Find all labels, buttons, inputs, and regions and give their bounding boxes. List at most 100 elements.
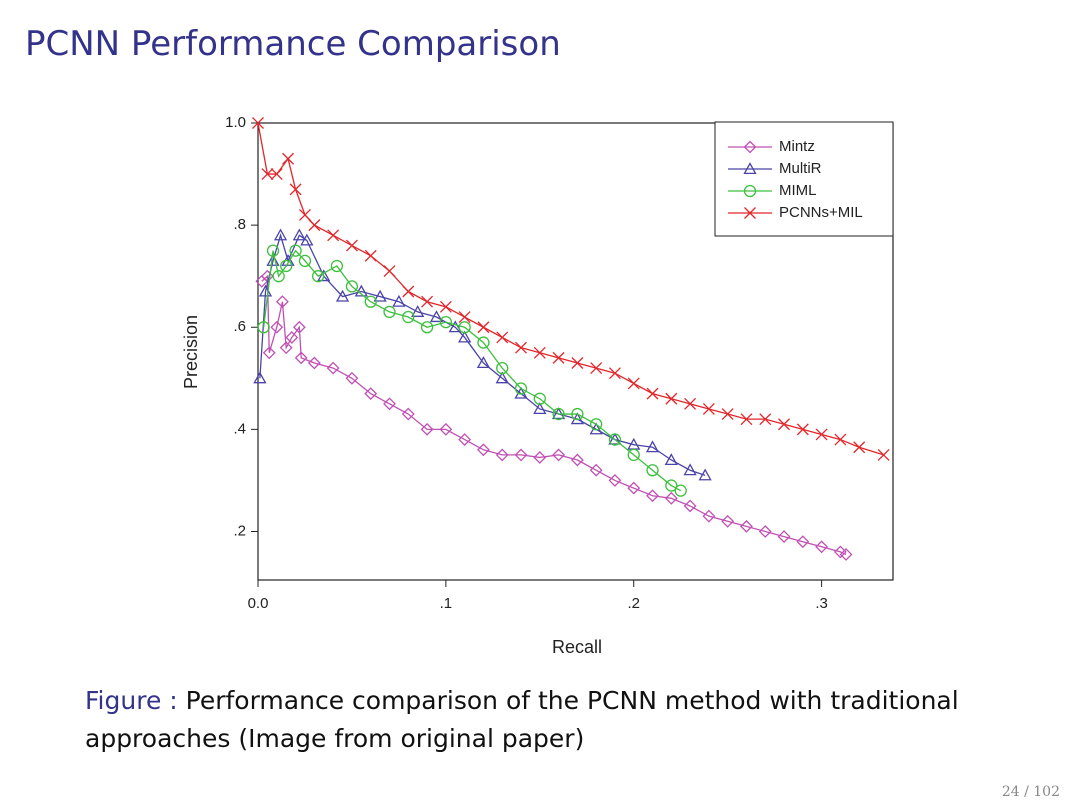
marker [702,402,715,415]
marker [533,346,546,359]
marker [280,259,293,273]
marker [877,448,890,461]
marker [674,484,687,497]
marker [665,479,678,492]
x-tick-label: .3 [815,595,828,612]
legend-label: Mintz [779,138,815,155]
marker [421,295,434,308]
marker [364,249,377,262]
marker [327,229,340,242]
marker [420,422,434,436]
marker [273,228,288,241]
marker [383,305,396,319]
marker [758,525,772,538]
marker [364,387,378,401]
marker [345,280,359,293]
marker [759,413,772,426]
marker [311,270,325,283]
marker [298,254,312,268]
marker [326,361,340,375]
marker [257,321,270,334]
marker [458,321,471,334]
marker [308,219,321,232]
x-tick-label: .1 [440,595,453,612]
series-line [259,233,706,476]
marker [664,453,678,466]
marker [698,468,712,481]
marker [266,244,280,257]
marker [289,244,302,257]
marker [401,407,415,421]
marker [392,294,406,307]
caption-label: Figure : [85,686,178,715]
marker [515,341,527,354]
marker [458,433,472,447]
marker [439,422,453,436]
marker [570,453,584,467]
marker [402,285,415,298]
legend-marker [743,184,757,198]
marker [815,428,828,441]
marker [514,382,528,395]
marker [253,371,267,384]
marker [330,259,344,273]
marker [683,463,697,476]
y-tick-label: .8 [233,216,246,233]
marker [589,463,603,477]
marker [590,418,603,431]
marker [317,269,331,282]
marker [839,548,853,561]
marker [276,295,289,309]
marker [307,356,321,370]
marker [477,443,490,457]
x-tick-label: 0.0 [248,595,269,612]
y-tick-label: .2 [233,522,246,539]
page-number: 24 / 102 [1001,784,1060,800]
marker [262,346,276,360]
marker [608,474,622,487]
marker [627,377,640,390]
marker [364,295,377,308]
marker [495,448,509,462]
marker [411,305,425,317]
marker [815,540,829,554]
x-axis-label: Recall [552,637,602,657]
marker [552,351,565,364]
marker [252,117,264,129]
series-line [262,249,682,492]
marker [590,362,603,375]
marker [702,509,716,523]
marker [646,464,659,477]
legend-label: PCNNs+MIL [779,204,863,221]
marker [552,448,566,462]
marker [439,300,452,313]
marker [608,432,622,445]
marker [571,407,584,421]
marker [664,491,678,505]
marker [476,356,491,369]
marker [627,481,641,495]
y-tick-label: .6 [233,318,246,335]
marker [345,371,359,385]
marker [571,357,584,369]
marker [533,392,546,405]
marker [721,408,734,421]
marker [294,351,308,365]
caption-text: Performance comparison of the PCNN metho… [85,686,959,753]
marker [646,489,659,503]
marker [496,361,509,375]
marker [740,413,753,426]
marker [285,331,299,344]
marker [420,321,434,334]
y-axis-label: Precision [181,315,201,389]
marker [299,208,311,221]
marker [477,336,490,349]
marker [373,289,387,302]
marker [270,168,283,181]
marker [402,310,415,324]
marker [608,367,621,380]
marker [335,289,350,302]
marker [721,514,735,528]
marker [514,448,528,462]
